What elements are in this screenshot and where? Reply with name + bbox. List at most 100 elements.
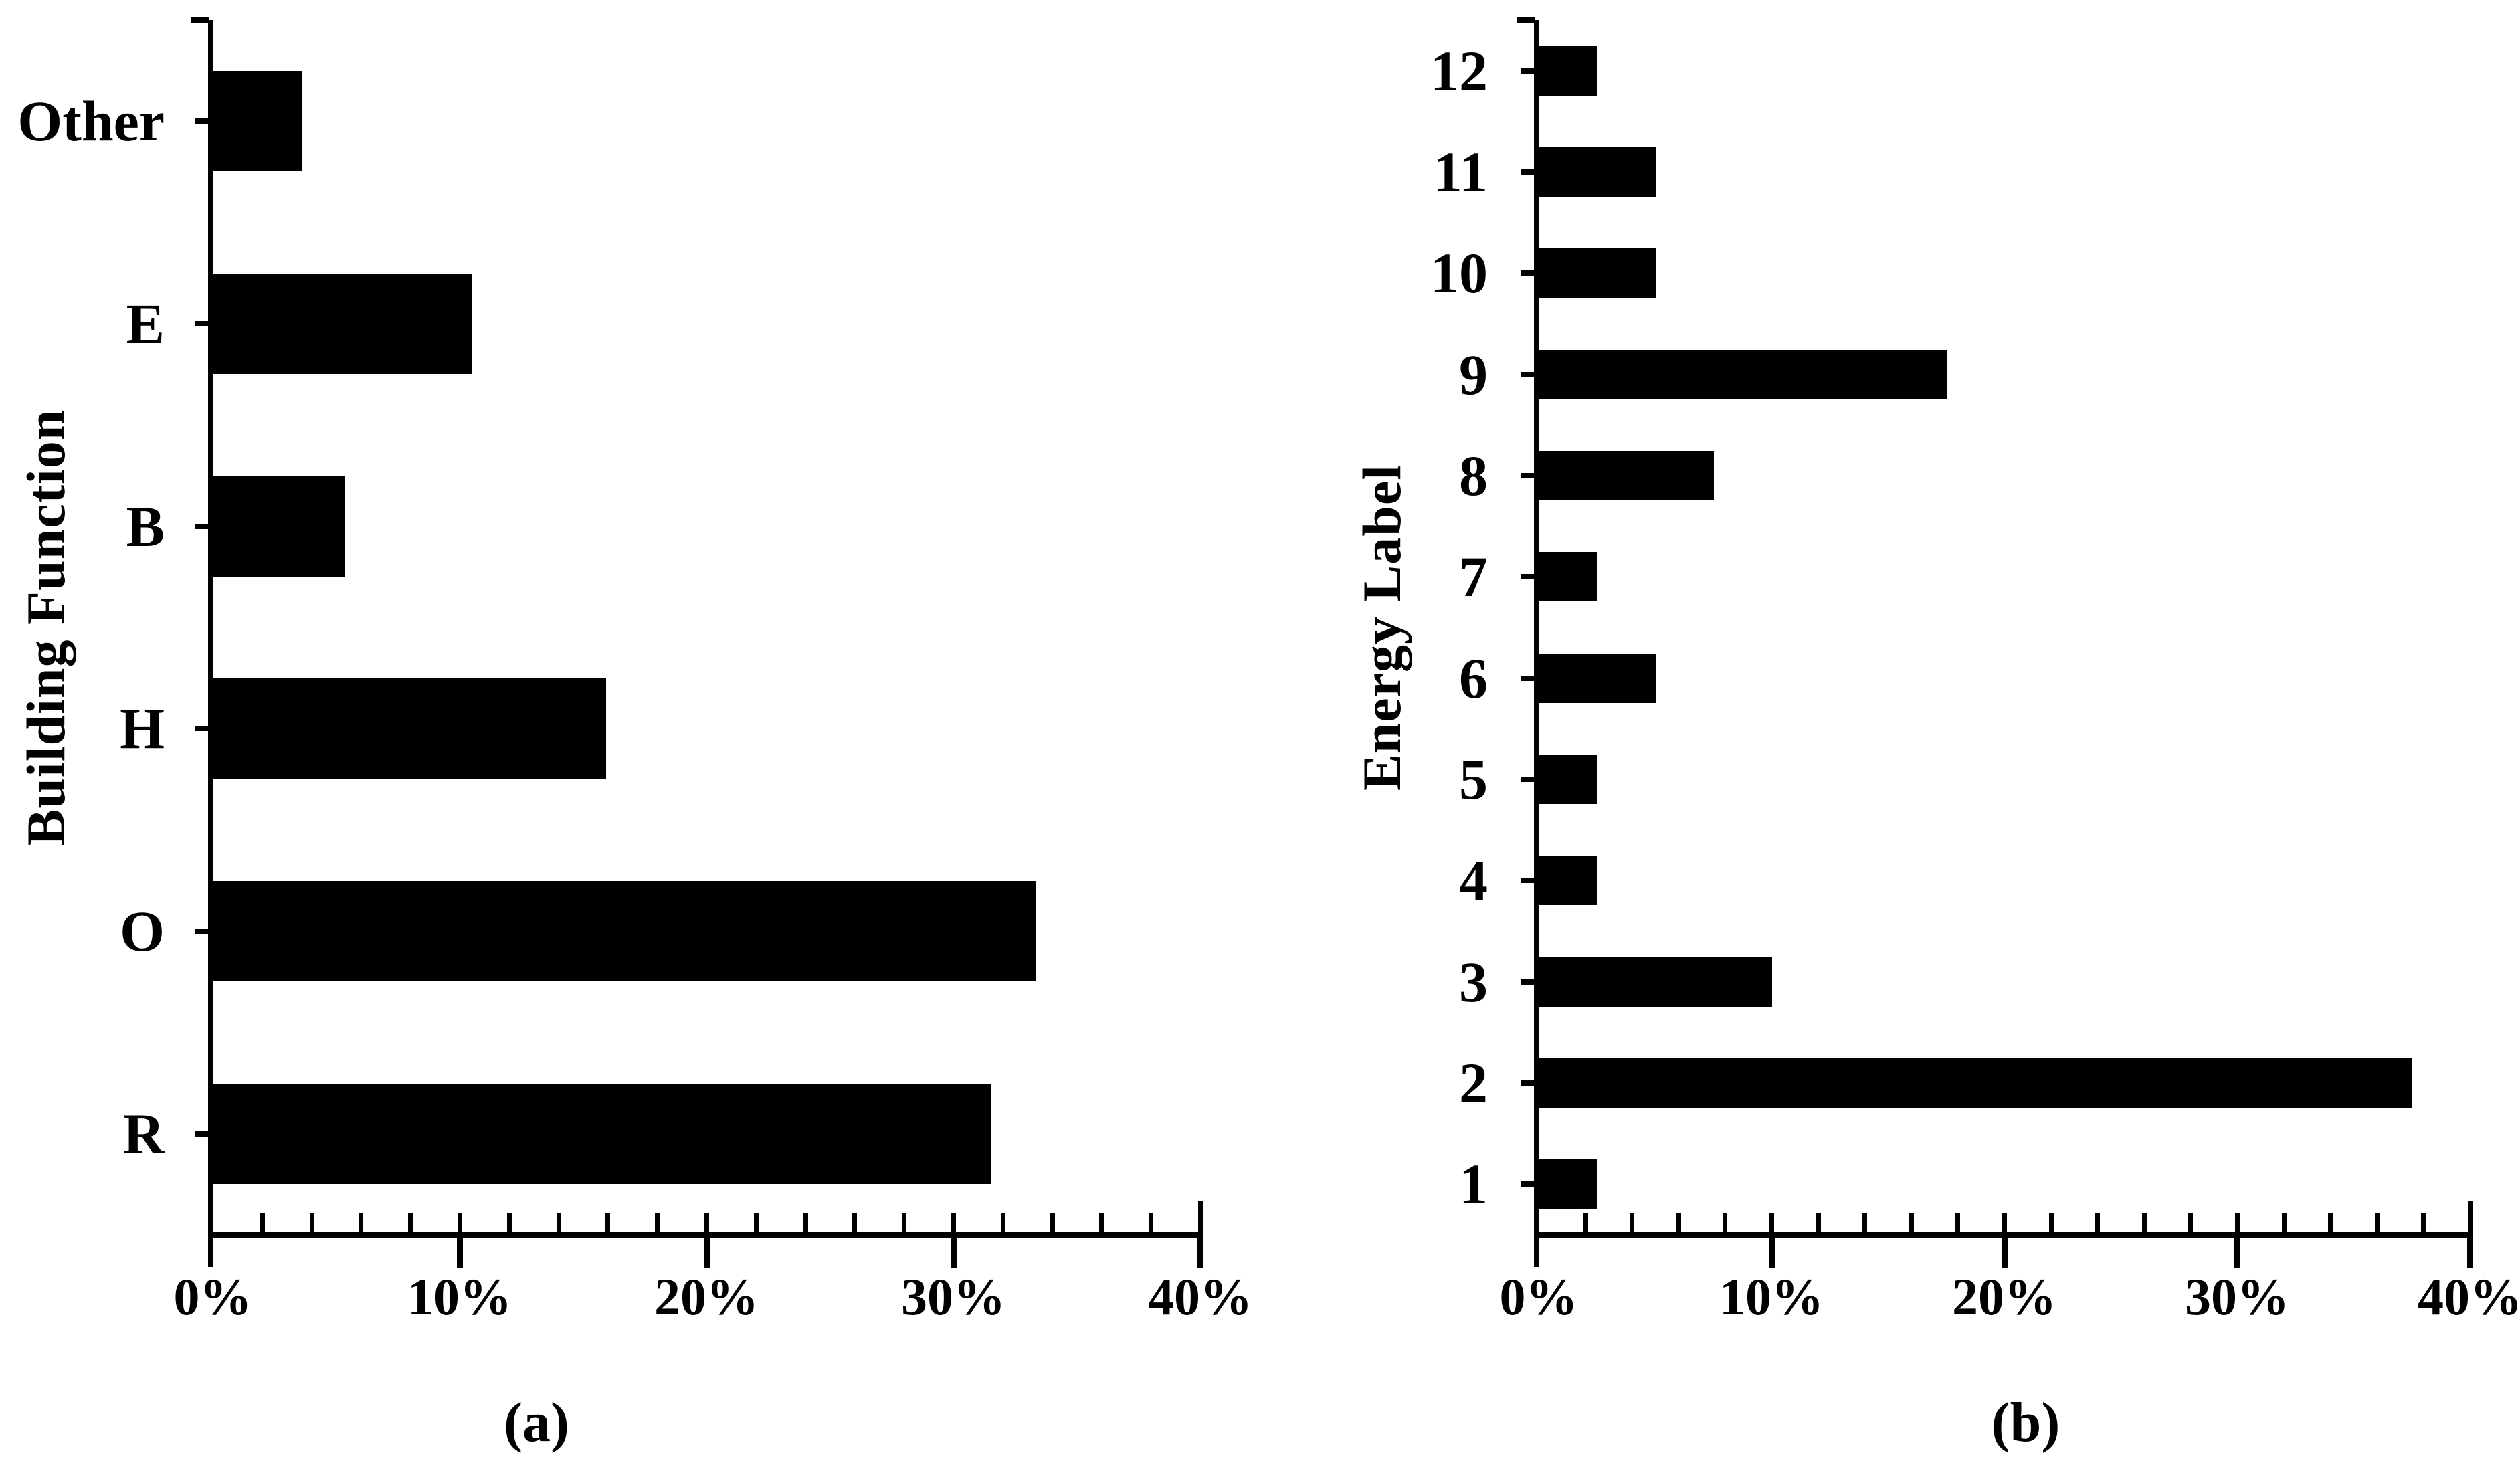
x-axis-minor-tick [1630,1213,1635,1232]
y-axis-line [1534,20,1539,1267]
x-axis-minor-tick [1723,1213,1728,1232]
bar-6 [1539,653,1656,703]
x-axis-minor-tick [408,1213,413,1232]
y-axis-line [208,20,213,1267]
x-axis-minor-tick [704,1213,709,1232]
category-label: R [122,1101,165,1166]
x-axis-minor-tick [1000,1213,1005,1232]
x-axis-line [208,1232,1203,1238]
category-tick [1521,1181,1539,1187]
x-axis-minor-tick [1583,1213,1588,1232]
x-axis-minor-tick [458,1213,462,1232]
chart-a-caption: (a) [504,1391,569,1454]
x-axis-minor-tick [2002,1213,2007,1232]
category-tick [195,321,213,326]
category-tick [1521,270,1539,276]
x-axis-major-tick [1769,1238,1775,1268]
x-axis-minor-tick [359,1213,364,1232]
bar-5 [1539,755,1597,804]
x-axis-minor-tick [1769,1213,1774,1232]
category-tick [195,726,213,732]
category-label: E [126,292,165,356]
bar-r [213,1083,991,1184]
x-axis-minor-tick [1198,1201,1203,1232]
x-axis-major-tick [2467,1238,2473,1268]
x-axis-minor-tick [2374,1213,2380,1232]
x-axis-minor-tick [556,1213,561,1232]
category-label: 1 [1459,1152,1488,1217]
x-axis-minor-tick [2235,1213,2240,1232]
category-label: 3 [1459,949,1488,1014]
category-tick [1521,574,1539,580]
x-axis-minor-tick [1816,1213,1821,1232]
category-label: Other [17,89,165,154]
x-tick-label: 20% [1952,1268,2056,1326]
category-label: 8 [1459,444,1488,508]
bar-10 [1539,248,1656,298]
x-axis-minor-tick [951,1213,956,1232]
x-axis-major-tick [951,1238,957,1268]
bar-e [213,274,473,374]
x-axis-minor-tick [753,1213,759,1232]
x-axis-major-tick [1197,1238,1203,1268]
x-axis-minor-tick [2188,1213,2194,1232]
y-axis-top-tick [1517,17,1535,23]
category-tick [1521,473,1539,478]
x-axis-minor-tick [1862,1213,1868,1232]
x-tick-label: 20% [654,1268,759,1326]
bar-3 [1539,957,1772,1007]
x-axis-major-tick [2002,1238,2008,1268]
bar-other [213,71,302,172]
x-axis-minor-tick [1099,1213,1104,1232]
bar-1 [1539,1159,1597,1209]
category-tick [1521,68,1539,74]
category-tick [1521,169,1539,175]
y-axis-top-tick [191,17,209,23]
bar-o [213,881,1036,981]
bar-8 [1539,451,1714,500]
x-axis-minor-tick [260,1213,265,1232]
x-axis-minor-tick [2468,1201,2473,1232]
x-tick-label: 40% [2418,1268,2520,1326]
category-label: 12 [1430,38,1488,103]
chart-b-caption: (b) [1991,1391,2060,1454]
x-axis-minor-tick [803,1213,808,1232]
x-tick-label: 10% [407,1268,512,1326]
x-axis-minor-tick [1050,1213,1055,1232]
category-tick [195,523,213,529]
category-label: 10 [1430,241,1488,306]
x-axis-minor-tick [2141,1213,2147,1232]
x-axis-minor-tick [2048,1213,2054,1232]
x-axis-major-tick [2234,1238,2240,1268]
x-axis-major-tick [704,1238,710,1268]
x-axis-minor-tick [506,1213,512,1232]
category-label: 9 [1459,342,1488,407]
x-axis-minor-tick [1149,1213,1154,1232]
category-label: 7 [1459,545,1488,609]
category-tick [1521,675,1539,681]
category-tick [1521,777,1539,782]
category-label: 2 [1459,1051,1488,1115]
x-axis-minor-tick [2281,1213,2287,1232]
x-tick-label: 0% [173,1268,252,1326]
category-tick [195,118,213,124]
x-axis-minor-tick [2421,1213,2426,1232]
x-axis-major-tick [457,1238,463,1268]
category-label: 4 [1459,848,1488,913]
bar-9 [1539,349,1947,399]
x-axis-minor-tick [852,1213,858,1232]
x-axis-minor-tick [1955,1213,1961,1232]
x-axis-minor-tick [1909,1213,1914,1232]
category-label: B [126,494,165,559]
x-tick-label: 0% [1499,1268,1578,1326]
category-tick [1521,878,1539,884]
category-label: 11 [1433,140,1488,204]
x-axis-line [1534,1232,2473,1238]
category-label: O [120,899,165,963]
x-axis-minor-tick [1676,1213,1681,1232]
x-tick-label: 30% [901,1268,1005,1326]
bar-b [213,476,345,577]
category-tick [1521,1080,1539,1086]
x-axis-minor-tick [605,1213,611,1232]
